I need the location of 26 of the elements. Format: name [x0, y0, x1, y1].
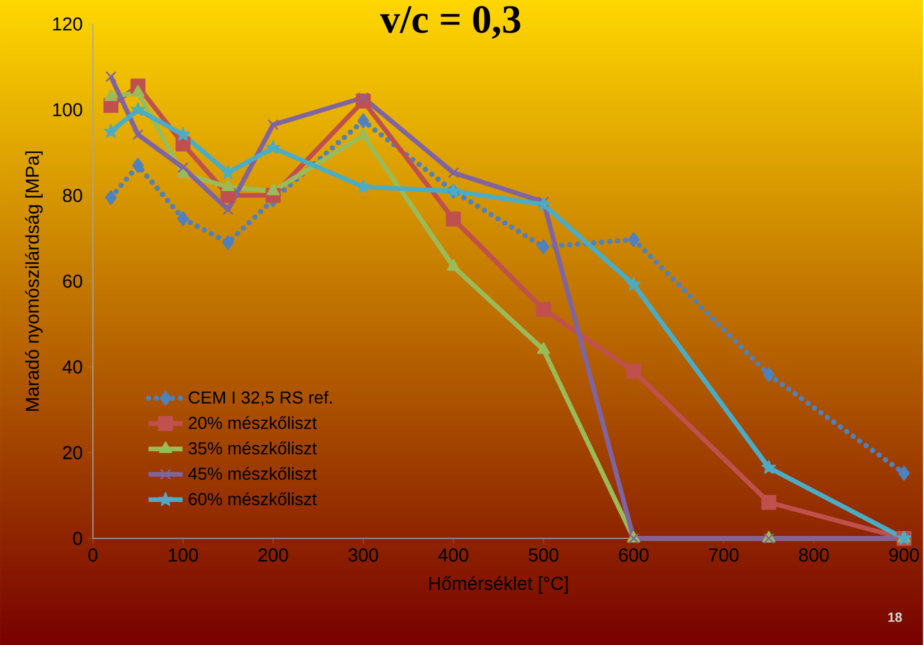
x-tick-label: 200	[258, 548, 288, 562]
x-tick-label: 600	[619, 548, 648, 562]
x-tick-label: 900	[889, 548, 919, 562]
x-tick-label: 800	[799, 548, 829, 562]
legend-label: 20% mészkőliszt	[188, 416, 317, 429]
chart-title: v/c = 0,3	[380, 6, 520, 39]
text: 18	[888, 612, 902, 622]
x-tick-label: 700	[709, 548, 739, 562]
y-tick-label: 0	[73, 532, 82, 545]
y-tick-label: 60	[63, 274, 82, 288]
y-tick-label: 20	[63, 446, 82, 460]
x-tick-label: 400	[438, 548, 468, 562]
y-tick-label: 40	[62, 360, 82, 374]
legend-label: CEM I 32,5 RS ref.	[188, 390, 332, 406]
legend-label: 35% mészkőliszt	[188, 441, 317, 454]
y-tick-label: 120	[53, 17, 82, 30]
x-tick-label: 0	[88, 548, 98, 562]
x-tick-label: 500	[528, 548, 558, 562]
legend-label: 60% mészkőliszt	[188, 492, 317, 506]
y-tick-label: 80	[62, 188, 82, 202]
x-tick-label: 300	[348, 548, 378, 562]
x-axis-title: Hőmérséklet [°C]	[429, 576, 568, 594]
x-tick-label: 100	[168, 548, 198, 562]
y-tick-label: 100	[53, 102, 82, 116]
legend-label: 45% mészkőliszt	[188, 466, 317, 480]
y-axis-title: Maradó nyomószilárdság [MPa]	[25, 151, 43, 411]
